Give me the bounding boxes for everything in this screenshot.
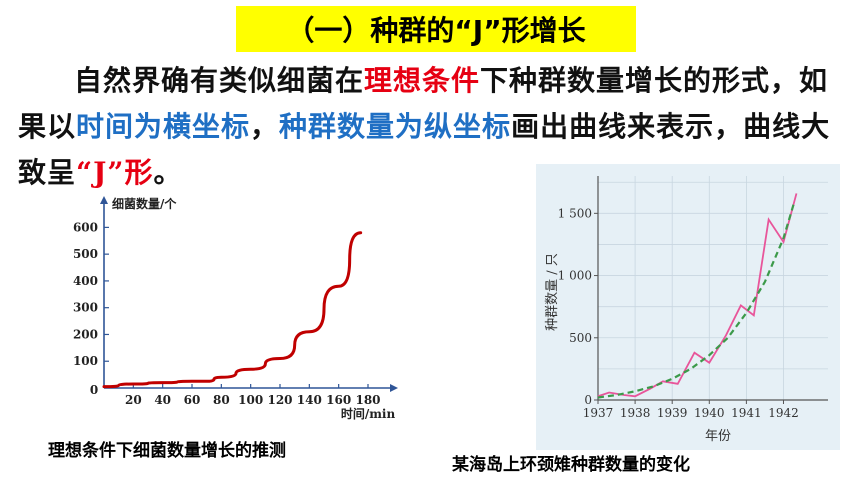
left-x-tick-label: 20 [125, 393, 142, 407]
para-text-1: 自然界确有类似细菌在 [74, 64, 365, 97]
left-caption-text: 理想条件下细菌数量增长的推测 [48, 441, 286, 461]
para-text-5: 。 [153, 156, 183, 189]
slide-title: （一）种群的“J”形增长 [236, 6, 636, 52]
right-y-tick-label: 1 500 [558, 206, 592, 220]
right-x-tick-label: 1937 [583, 406, 614, 420]
left-chart-caption: 理想条件下细菌数量增长的推测 [48, 436, 286, 461]
para-highlight-population: 种群数量为纵坐标 [279, 110, 512, 143]
right-trend-dashed-line [597, 200, 796, 399]
left-y-axis-arrow [100, 196, 108, 204]
left-x-axis-arrow [390, 384, 398, 392]
right-x-tick-label: 1941 [731, 406, 762, 420]
para-text-3: ， [250, 110, 280, 143]
pheasant-population-chart: 1937 1938 1939 1940 1941 1942 0 500 1 000 1 500 年… [536, 164, 840, 450]
para-highlight-time: 时间为横坐标 [76, 110, 251, 143]
left-x-tick-label: 180 [355, 393, 380, 407]
left-x-tick-label: 40 [154, 393, 171, 407]
left-x-tick-label: 120 [267, 393, 292, 407]
left-x-tick-label: 140 [297, 393, 322, 407]
right-chart-caption: 某海岛上环颈雉种群数量的变化 [452, 450, 690, 475]
right-x-tick-label: 1942 [768, 406, 799, 420]
right-x-tick-label: 1940 [694, 406, 725, 420]
bacteria-growth-curve [102, 231, 363, 389]
right-y-tick-label: 500 [569, 331, 592, 345]
left-y-tick-label: 100 [73, 354, 98, 368]
description-paragraph: 自然界确有类似细菌在理想条件下种群数量增长的形式，如果以时间为横坐标，种群数量为… [18, 58, 838, 196]
left-x-tick-label: 160 [326, 393, 351, 407]
slide-title-text: （一）种群的“J”形增长 [286, 14, 586, 47]
right-x-axis-label: 年份 [705, 429, 731, 444]
right-x-tick-label: 1939 [657, 406, 688, 420]
right-y-axis-label: 种群数量 / 只 [545, 253, 560, 331]
left-y-tick-label: 500 [73, 247, 98, 261]
left-x-tick-label: 100 [238, 393, 263, 407]
right-x-tick-label: 1938 [620, 406, 651, 420]
para-text-4: 画出曲线来表示，曲线大致呈 [18, 110, 831, 189]
left-x-axis-label: 时间/min [341, 406, 396, 421]
right-observed-line [597, 193, 798, 398]
para-text-2: 下种群数量增长的形式，如果以 [18, 64, 829, 143]
left-y-tick-label: 600 [73, 220, 98, 234]
left-y-tick-label: 200 [73, 327, 98, 341]
left-y-tick-label: 400 [73, 274, 98, 288]
bacteria-growth-chart: 20 40 60 80 100 120 140 160 180 100 200 300 400 500 60… [73, 196, 398, 421]
left-x-tick-label: 60 [184, 393, 201, 407]
right-y-tick-label: 1 000 [558, 269, 592, 283]
right-y-tick-label: 0 [584, 393, 592, 407]
para-highlight-ideal: 理想条件 [364, 64, 481, 97]
para-highlight-j: “J”形 [76, 156, 154, 189]
left-y-axis-label: 细菌数量/个 [112, 196, 177, 211]
left-x-tick-label: 80 [213, 393, 230, 407]
right-caption-text: 某海岛上环颈雉种群数量的变化 [452, 455, 690, 475]
left-y-tick-label: 300 [73, 301, 98, 315]
left-origin-label: 0 [90, 383, 98, 397]
